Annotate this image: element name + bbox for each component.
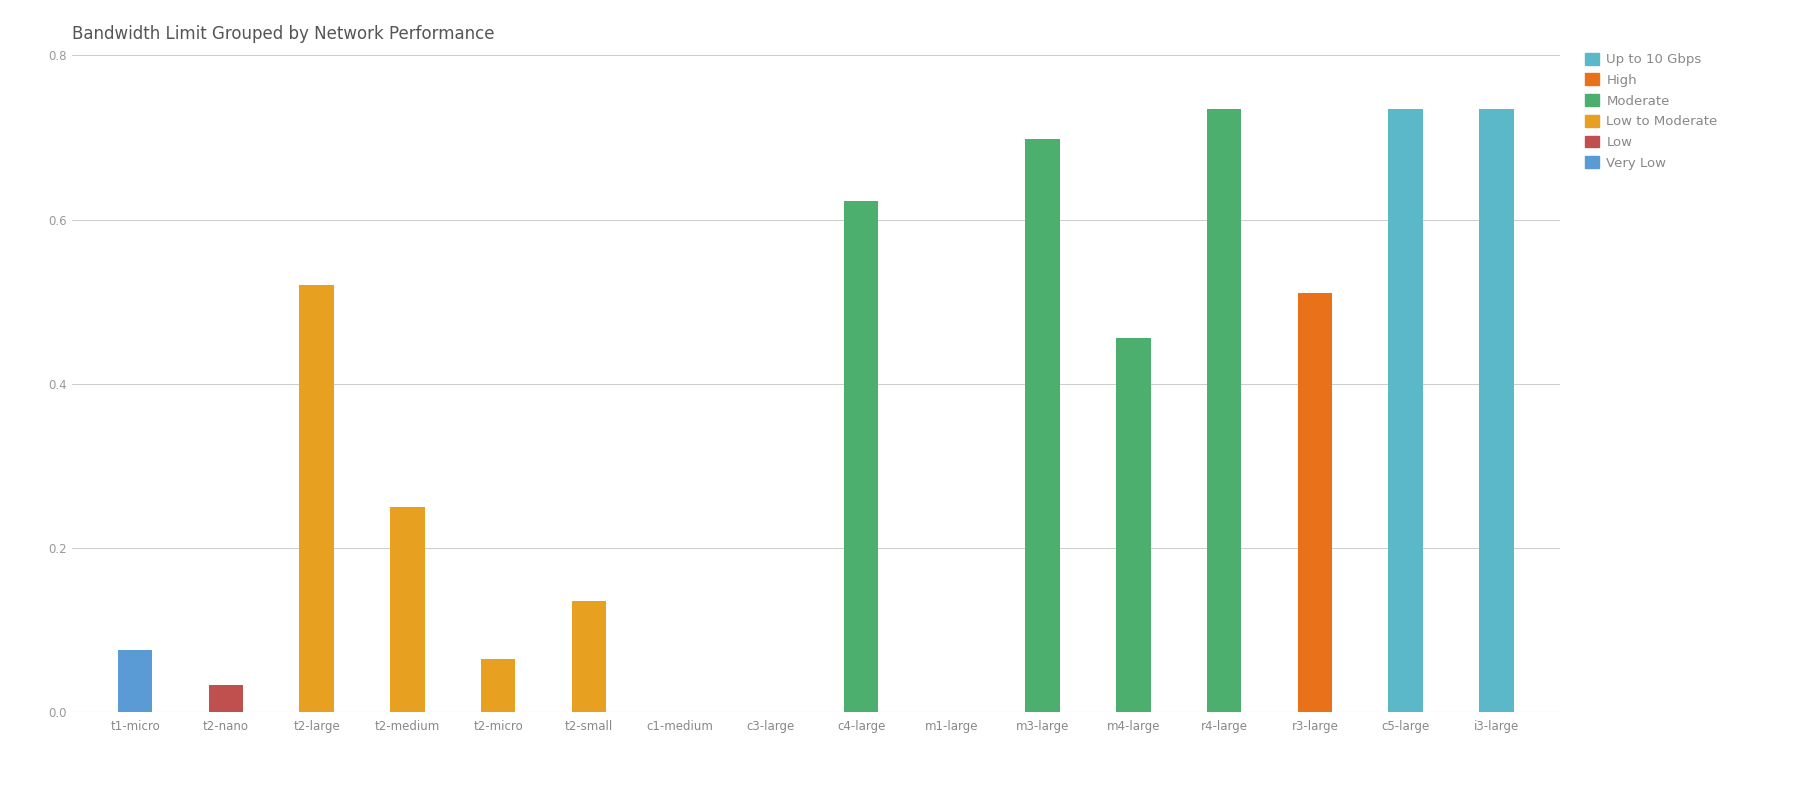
Bar — [1388, 108, 1424, 712]
Bar — [1026, 139, 1060, 712]
Text: Bandwidth Limit Grouped by Network Performance: Bandwidth Limit Grouped by Network Perfo… — [72, 25, 495, 43]
Bar — [481, 659, 515, 712]
Bar — [299, 286, 333, 712]
Bar — [1479, 108, 1513, 712]
Bar — [208, 685, 244, 712]
Bar — [1298, 293, 1332, 712]
Bar — [845, 202, 879, 712]
Legend: Up to 10 Gbps, High, Moderate, Low to Moderate, Low, Very Low: Up to 10 Gbps, High, Moderate, Low to Mo… — [1581, 49, 1721, 173]
Bar — [1207, 108, 1241, 712]
Bar — [1117, 339, 1151, 712]
Bar — [118, 650, 152, 712]
Bar — [572, 601, 606, 712]
Bar — [391, 507, 425, 712]
